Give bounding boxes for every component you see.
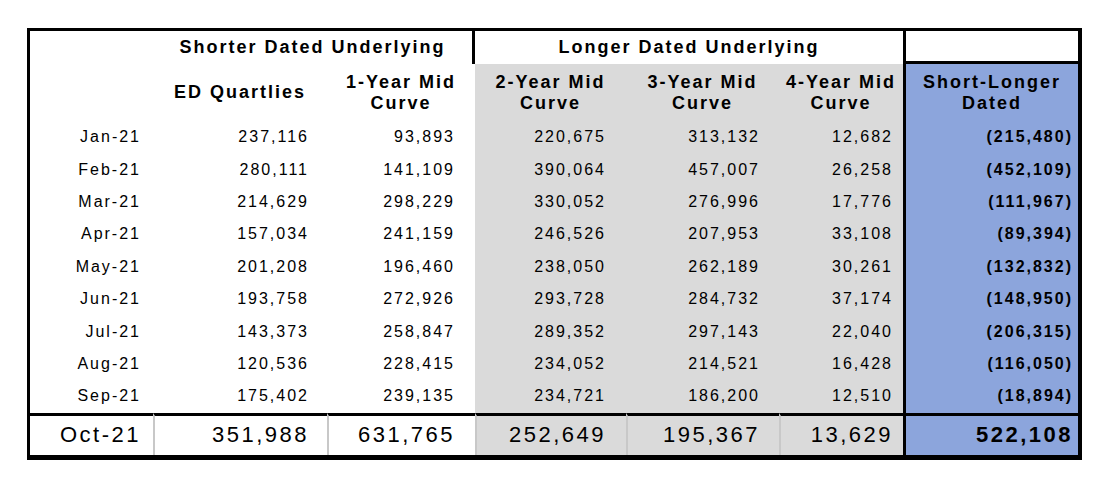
table-cell: 298,229 [327,186,475,218]
table-cell: 186,200 [626,380,779,412]
table-cell: 234,721 [475,380,626,412]
row-label: Apr-21 [30,218,153,250]
table-cell: 157,034 [153,218,327,250]
row-label: Mar-21 [30,186,153,218]
table-cell: (18,894) [903,380,1078,412]
row-label: Aug-21 [30,348,153,380]
column-header-1-year-mid-curve: 1-Year Mid Curve [327,64,475,121]
row-label: Sep-21 [30,380,153,412]
table-cell: (148,950) [903,283,1078,315]
table-cell: 143,373 [153,315,327,347]
table-cell: 258,847 [327,315,475,347]
table-cell: 293,728 [475,283,626,315]
table-cell: 289,352 [475,315,626,347]
top-right-empty-cell [903,31,1078,64]
table-cell: 457,007 [626,153,779,185]
table-cell: (89,394) [903,218,1078,250]
table-cell: 196,460 [327,251,475,283]
futures-volume-table: Shorter Dated Underlying Longer Dated Un… [27,28,1082,460]
table-cell: 207,953 [626,218,779,250]
table-cell: (132,832) [903,251,1078,283]
table-cell: 22,040 [779,315,903,347]
table-cell: 30,261 [779,251,903,283]
table-cell: 12,510 [779,380,903,412]
total-row-label: Oct-21 [30,413,153,455]
column-header-ed-quartlies: ED Quartlies [153,64,327,121]
table-cell: 93,893 [327,121,475,153]
column-header-label: 1-Year Mid Curve [337,72,465,114]
table-cell: 120,536 [153,348,327,380]
total-cell: 351,988 [153,413,327,455]
table-cell: (111,967) [903,186,1078,218]
table-cell: 239,135 [327,380,475,412]
total-cell: 252,649 [475,413,626,455]
table-cell: 330,052 [475,186,626,218]
column-header-label: ED Quartlies [174,82,306,103]
table-cell: (452,109) [903,153,1078,185]
corner-empty-cell [30,31,153,64]
column-header-4-year-mid-curve: 4-Year Mid Curve [779,64,903,121]
column-header-short-longer-dated: Short-Longer Dated [903,64,1078,121]
table-cell: 33,108 [779,218,903,250]
group-header-longer-dated: Longer Dated Underlying [475,31,903,64]
table-cell: 280,111 [153,153,327,185]
month-column-header-empty [30,64,153,121]
column-header-3-year-mid-curve: 3-Year Mid Curve [626,64,779,121]
column-header-2-year-mid-curve: 2-Year Mid Curve [475,64,626,121]
table-cell: 390,064 [475,153,626,185]
table-cell: 26,258 [779,153,903,185]
table-cell: 141,109 [327,153,475,185]
column-header-label: 3-Year Mid Curve [639,72,767,114]
table-cell: 17,776 [779,186,903,218]
row-label: May-21 [30,251,153,283]
row-label: Feb-21 [30,153,153,185]
table-cell: 214,521 [626,348,779,380]
table-cell: 193,758 [153,283,327,315]
table-cell: 284,732 [626,283,779,315]
table-cell: 238,050 [475,251,626,283]
row-label: Jan-21 [30,121,153,153]
table-cell: 220,675 [475,121,626,153]
table-cell: (116,050) [903,348,1078,380]
table-cell: 214,629 [153,186,327,218]
table-cell: 12,682 [779,121,903,153]
table-cell: (206,315) [903,315,1078,347]
row-label: Jul-21 [30,315,153,347]
total-cell: 195,367 [626,413,779,455]
table-cell: 175,402 [153,380,327,412]
row-label: Jun-21 [30,283,153,315]
group-header-shorter-dated: Shorter Dated Underlying [153,31,475,64]
table-cell: 313,132 [626,121,779,153]
column-header-label: Short-Longer Dated [914,72,1070,114]
total-cell: 13,629 [779,413,903,455]
table-cell: 16,428 [779,348,903,380]
table-cell: 262,189 [626,251,779,283]
table-cell: 37,174 [779,283,903,315]
table-cell: 276,996 [626,186,779,218]
total-cell: 631,765 [327,413,475,455]
table-cell: 237,116 [153,121,327,153]
column-header-label: 2-Year Mid Curve [487,72,615,114]
table-cell: 228,415 [327,348,475,380]
table-cell: 246,526 [475,218,626,250]
total-cell: 522,108 [903,413,1078,455]
table-cell: 241,159 [327,218,475,250]
table-cell: 201,208 [153,251,327,283]
table-cell: 272,926 [327,283,475,315]
table-cell: (215,480) [903,121,1078,153]
table-cell: 297,143 [626,315,779,347]
table-cell: 234,052 [475,348,626,380]
column-header-label: 4-Year Mid Curve [779,72,903,114]
